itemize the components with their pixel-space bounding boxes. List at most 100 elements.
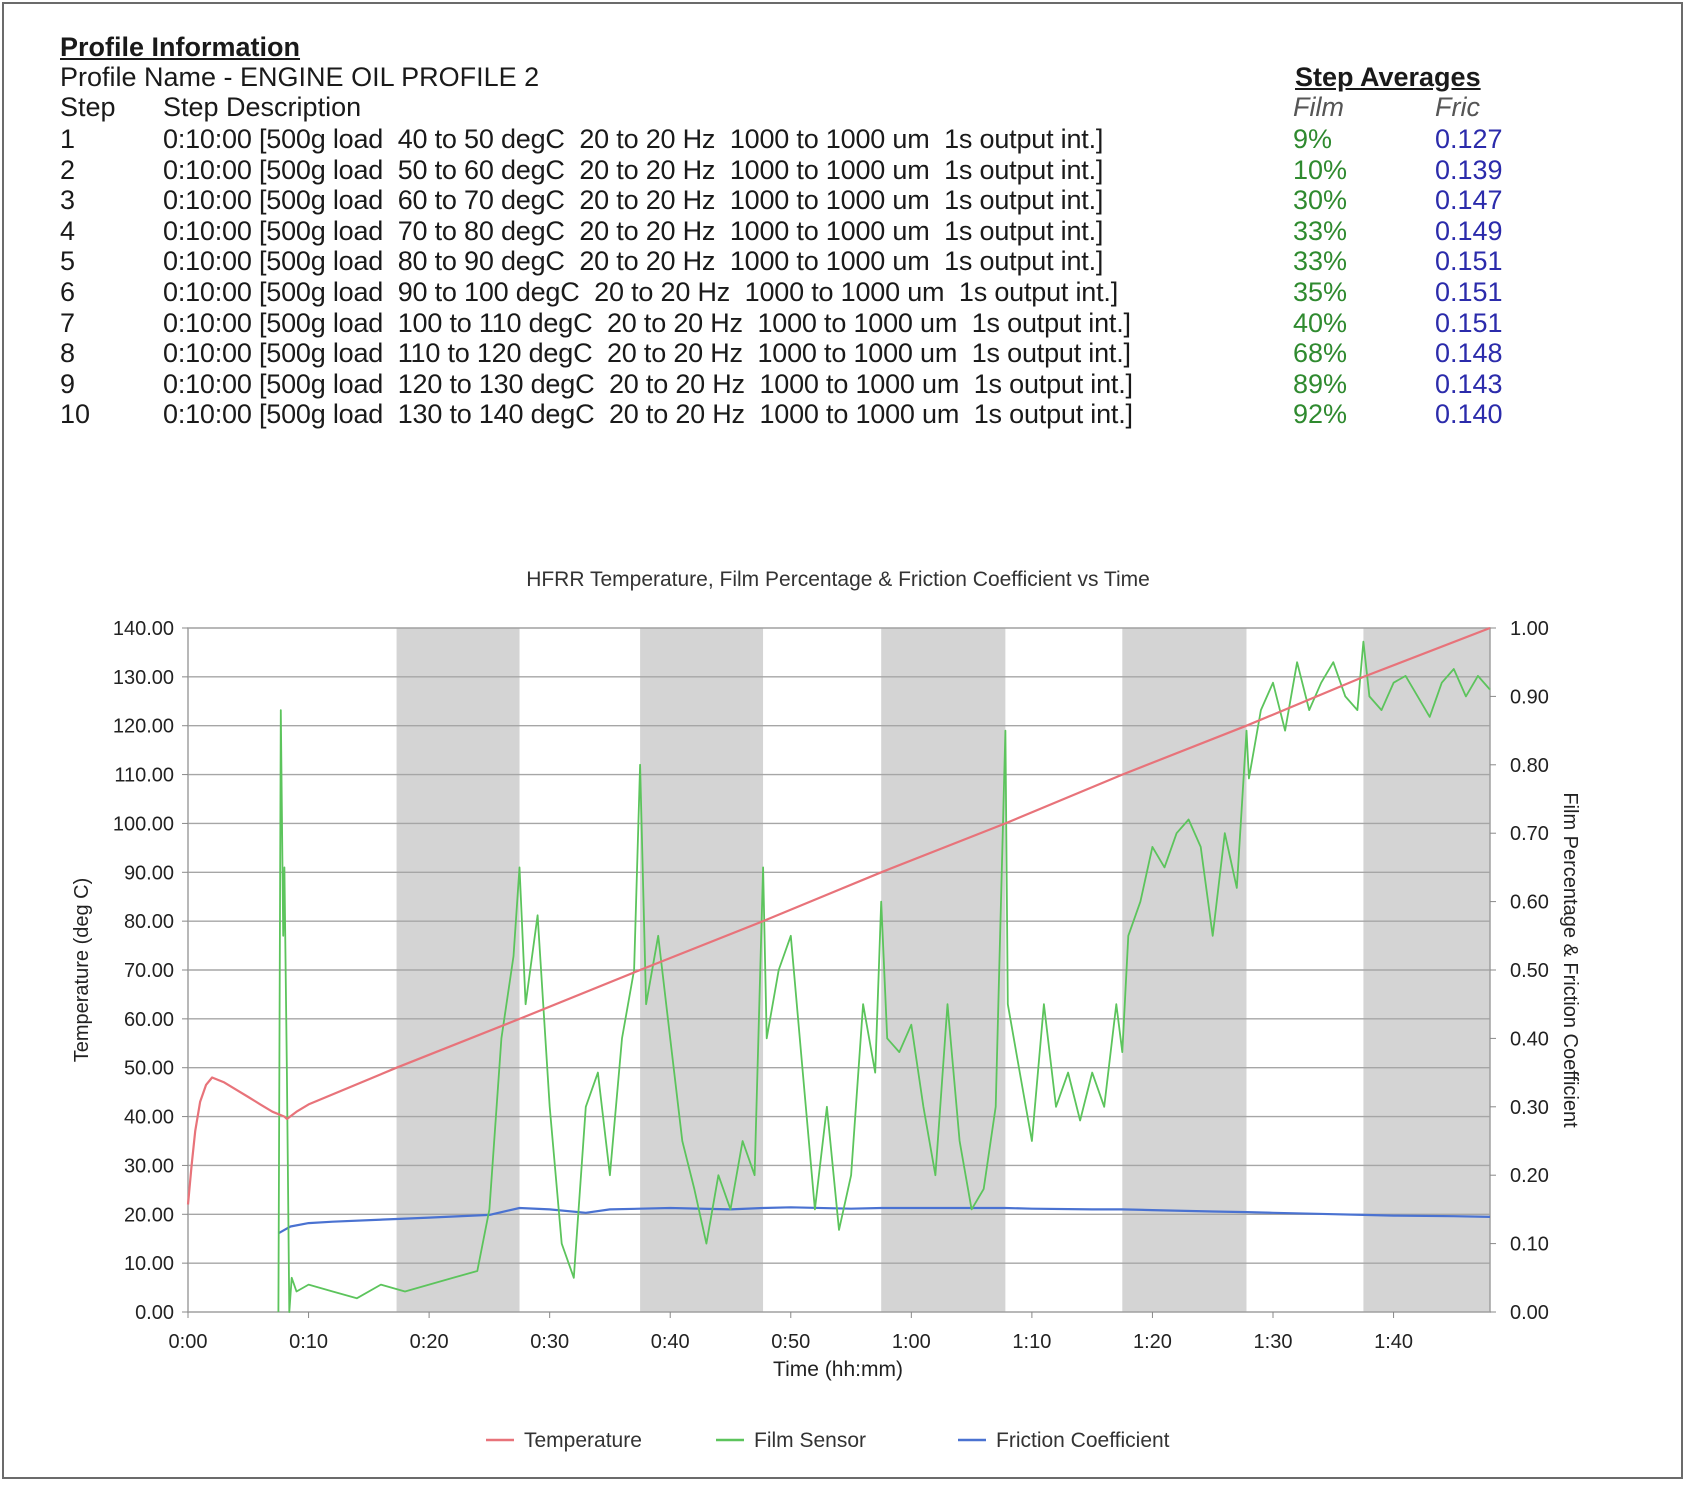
step-number: 5	[60, 246, 76, 277]
fric-average: 0.140	[1435, 399, 1503, 430]
x-tick-label: 0:00	[169, 1331, 208, 1353]
x-tick-label: 0:30	[530, 1331, 569, 1353]
film-average: 33%	[1293, 246, 1348, 277]
y2-tick-label: 1.00	[1510, 618, 1549, 640]
x-tick-label: 1:40	[1374, 1331, 1413, 1353]
x-tick-label: 1:10	[1012, 1331, 1051, 1353]
step-description: 0:10:00 [500g load 110 to 120 degC 20 to…	[163, 338, 1131, 369]
fric-average: 0.149	[1435, 215, 1503, 246]
step-number: 6	[60, 276, 76, 307]
series-line-temperature	[186, 626, 1491, 1205]
x-axis: 0:00 0:10 0:20 0:30 0:40 0:50 1:00 1:10 1:20 1:30…	[169, 1312, 1413, 1353]
y-tick-label: 0.00	[135, 1302, 174, 1324]
fric-average: 0.151	[1435, 307, 1503, 338]
step-table: 1 0:10:00 [500g load 40 to 50 degC 20 to …	[60, 124, 1620, 430]
step-column-header: Step	[60, 92, 116, 122]
fric-average: 0.151	[1435, 276, 1503, 307]
step-description-column-header: Step Description	[163, 92, 362, 122]
film-average: 30%	[1293, 185, 1348, 216]
table-row: 1 0:10:00 [500g load 40 to 50 degC 20 to …	[60, 124, 1620, 155]
step-description: 0:10:00 [500g load 70 to 80 degC 20 to 2…	[163, 215, 1104, 246]
y2-tick-label: 0.80	[1510, 755, 1549, 777]
y-tick-label: 90.00	[124, 862, 174, 884]
table-row: 4 0:10:00 [500g load 70 to 80 degC 20 to …	[60, 216, 1620, 247]
y2-tick-label: 0.70	[1510, 823, 1549, 845]
step-description: 0:10:00 [500g load 40 to 50 degC 20 to 2…	[163, 124, 1104, 154]
y-tick-label: 10.00	[124, 1253, 174, 1275]
film-average: 35%	[1293, 276, 1348, 307]
y-tick-label: 140.00	[113, 618, 174, 640]
step-number: 1	[60, 124, 76, 154]
y2-tick-label: 0.30	[1510, 1097, 1549, 1119]
step-description: 0:10:00 [500g load 100 to 110 degC 20 to…	[163, 307, 1131, 338]
film-column-header: Film	[1293, 92, 1344, 122]
y2-tick-label: 0.00	[1510, 1302, 1549, 1324]
y-tick-label: 80.00	[124, 911, 174, 933]
y-tick-label: 120.00	[113, 716, 174, 738]
x-tick-label: 1:00	[892, 1331, 931, 1353]
x-tick-label: 1:30	[1254, 1331, 1293, 1353]
table-row: 8 0:10:00 [500g load 110 to 120 degC 20 t…	[60, 338, 1620, 369]
step-number: 10	[60, 399, 91, 430]
step-description: 0:10:00 [500g load 60 to 70 degC 20 to 2…	[163, 185, 1104, 216]
legend-label: Temperature	[524, 1429, 642, 1452]
film-average: 89%	[1293, 368, 1348, 399]
x-axis-label: Time (hh:mm)	[773, 1358, 903, 1381]
legend-label: Film Sensor	[754, 1429, 866, 1452]
table-row: 5 0:10:00 [500g load 80 to 90 degC 20 to …	[60, 246, 1620, 277]
series-line-film-sensor	[277, 640, 1491, 1313]
y-tick-label: 110.00	[114, 765, 174, 787]
table-row: 9 0:10:00 [500g load 120 to 130 degC 20 t…	[60, 369, 1620, 400]
y-tick-label: 40.00	[124, 1107, 174, 1129]
fric-average: 0.143	[1435, 368, 1503, 399]
step-number: 9	[60, 368, 76, 399]
step-number: 8	[60, 338, 76, 369]
table-row: 6 0:10:00 [500g load 90 to 100 degC 20 to…	[60, 277, 1620, 308]
y-tick-label: 30.00	[124, 1155, 174, 1177]
step-number: 3	[60, 185, 76, 216]
y2-tick-label: 0.60	[1510, 892, 1549, 914]
step-number: 4	[60, 215, 76, 246]
step-number: 2	[60, 154, 76, 185]
y-axis-left: 0.00 10.00 20.00 30.00 40.00 50.00 60.00 70.00 8…	[113, 618, 188, 1324]
legend-label: Friction Coefficient	[996, 1429, 1170, 1452]
x-tick-label: 0:50	[771, 1331, 810, 1353]
y2-tick-label: 0.40	[1510, 1028, 1549, 1050]
fric-average: 0.148	[1435, 338, 1503, 369]
series-line-friction-coefficient	[277, 1206, 1491, 1235]
x-tick-label: 1:20	[1133, 1331, 1172, 1353]
y-tick-label: 20.00	[124, 1204, 174, 1226]
series-lines	[186, 626, 1491, 1313]
gridlines	[188, 676, 1490, 1264]
table-row: 2 0:10:00 [500g load 50 to 60 degC 20 to …	[60, 155, 1620, 186]
fric-average: 0.127	[1435, 124, 1503, 154]
y-axis-label: Temperature (deg C)	[71, 878, 93, 1063]
table-row: 10 0:10:00 [500g load 130 to 140 degC 20 …	[60, 399, 1620, 430]
y-tick-label: 130.00	[113, 667, 174, 689]
film-average: 10%	[1293, 154, 1348, 185]
step-description: 0:10:00 [500g load 120 to 130 degC 20 to…	[163, 368, 1133, 399]
profile-heading: Profile Information	[60, 32, 301, 62]
y-tick-label: 100.00	[113, 813, 174, 835]
fric-average: 0.151	[1435, 246, 1503, 277]
step-description: 0:10:00 [500g load 80 to 90 degC 20 to 2…	[163, 246, 1104, 277]
y-tick-label: 60.00	[124, 1009, 174, 1031]
y-tick-label: 70.00	[124, 960, 174, 982]
y-axis-right: 0.00 0.10 0.20 0.30 0.40 0.50 0.60 0.70 0.80 0.90…	[1490, 618, 1549, 1324]
chart-title: HFRR Temperature, Film Percentage & Fric…	[526, 568, 1150, 591]
film-average: 33%	[1293, 215, 1348, 246]
step-description: 0:10:00 [500g load 130 to 140 degC 20 to…	[163, 399, 1133, 430]
y2-axis-label: Film Percentage & Friction Coefficient	[1559, 792, 1581, 1128]
y2-tick-label: 0.10	[1510, 1234, 1549, 1256]
x-tick-label: 0:20	[410, 1331, 449, 1353]
table-row: 3 0:10:00 [500g load 60 to 70 degC 20 to …	[60, 185, 1620, 216]
fric-average: 0.147	[1435, 185, 1503, 216]
y2-tick-label: 0.90	[1510, 686, 1549, 708]
fric-column-header: Fric	[1435, 92, 1480, 122]
x-tick-label: 0:40	[651, 1331, 690, 1353]
x-tick-label: 0:10	[289, 1331, 328, 1353]
profile-name: Profile Name - ENGINE OIL PROFILE 2	[60, 62, 540, 92]
step-averages-heading: Step Averages	[1295, 62, 1481, 92]
legend: Temperature Film Sensor Friction Coefficie…	[486, 1429, 1170, 1452]
